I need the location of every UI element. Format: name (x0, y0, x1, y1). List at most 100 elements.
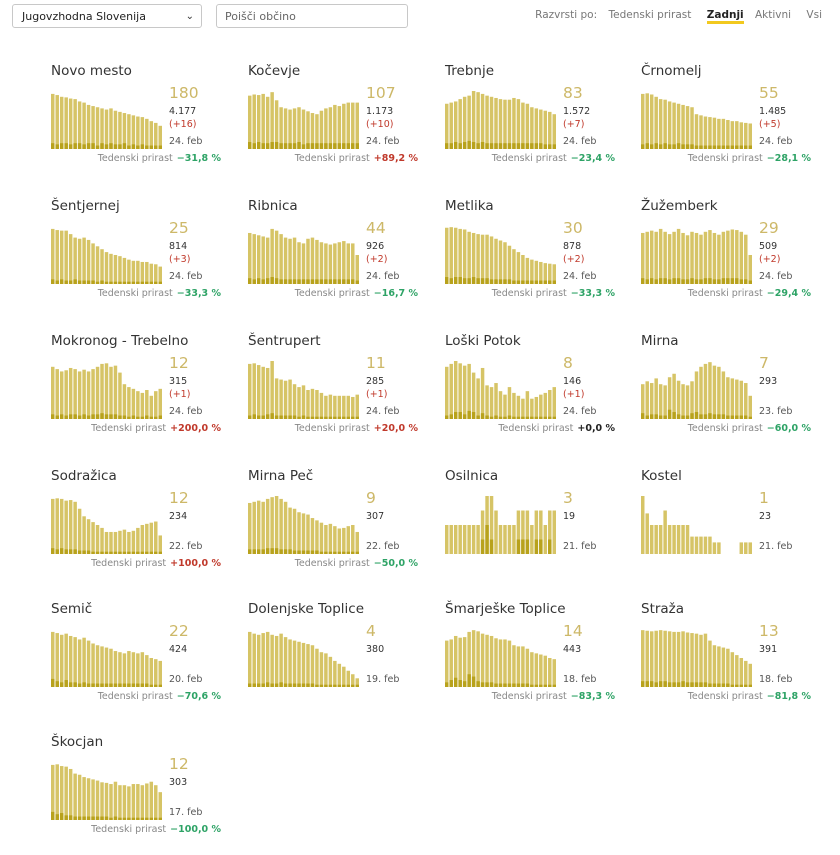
history-bar (744, 383, 748, 419)
municipality-card[interactable]: Kočevje 107 1.173 (+10) 24. feb Tedenski prir… (248, 63, 418, 181)
history-bar (748, 395, 752, 419)
municipality-card[interactable]: Sodražica 12 234 22. feb Tedenski prirast +10… (51, 468, 221, 586)
sort-option-active[interactable]: Aktivni (754, 9, 792, 21)
municipality-card[interactable]: Metlika 30 878 (+2) 24. feb Tedenski prirast −… (445, 198, 615, 316)
history-bar (534, 108, 539, 149)
active-cases-value: 14 (563, 622, 583, 640)
new-cases-bar (127, 817, 131, 820)
history-bar (543, 110, 548, 149)
municipality-card[interactable]: Mirna Peč 9 307 22. feb Tedenski prirast −50,… (248, 468, 418, 586)
municipality-card[interactable]: Žužemberk 29 509 (+2) 24. feb Tedenski priras… (641, 198, 811, 316)
new-cases-bar (113, 281, 118, 284)
weekly-growth-value: −23,4 % (570, 153, 615, 164)
municipality-card[interactable]: Šentjernej 25 814 (+3) 24. feb Tedenski prira… (51, 198, 221, 316)
new-cases-bar (744, 145, 748, 149)
weekly-growth-value: −31,8 % (176, 153, 221, 164)
history-bar (342, 666, 346, 687)
new-cases-bar (86, 143, 91, 149)
new-cases-bar (694, 412, 699, 419)
total-cases-value: 146 (563, 376, 582, 387)
new-cases-bar (158, 415, 162, 419)
new-cases-bar (333, 684, 337, 687)
municipality-card[interactable]: Šentrupert 11 285 (+1) 24. feb Tedenski prira… (248, 333, 418, 451)
new-cases-bar (265, 143, 270, 149)
weekly-growth: Tedenski prirast +0,0 % (498, 423, 615, 434)
sort-option-latest[interactable]: Zadnji (706, 9, 744, 24)
municipality-card[interactable]: Ribnica 44 926 (+2) 24. feb Tedenski prirast −… (248, 198, 418, 316)
new-cases-bar (109, 817, 113, 820)
new-cases-bar (86, 415, 91, 419)
history-bar (672, 102, 676, 149)
municipality-search-input[interactable] (216, 4, 408, 28)
history-bar (543, 525, 548, 554)
municipality-name: Trebnje (445, 63, 495, 79)
history-bar (333, 660, 337, 687)
new-cases-bar (306, 550, 310, 554)
new-cases-bar (489, 143, 494, 149)
new-cases-bar (449, 143, 453, 149)
case-history-bar-chart (51, 498, 162, 554)
municipality-card[interactable]: Šmarješke Toplice 14 443 18. feb Tedenski pr… (445, 601, 615, 719)
weekly-growth-value: −28,1 % (766, 153, 811, 164)
new-cases-bar (51, 678, 55, 687)
new-cases-bar (641, 278, 645, 284)
new-cases-bar (73, 549, 77, 554)
history-bar (100, 108, 104, 149)
history-bar (445, 525, 449, 554)
history-bar (337, 106, 342, 149)
new-cases-bar (480, 413, 485, 419)
active-cases-value: 1 (759, 489, 769, 507)
new-cases-bar (507, 279, 512, 284)
history-bar (735, 655, 739, 687)
sort-option-all[interactable]: Vsi (806, 9, 822, 21)
weekly-growth: Tedenski prirast −23,4 % (492, 153, 615, 164)
municipality-card[interactable]: Novo mesto 180 4.177 (+16) 24. feb Tedenski p… (51, 63, 221, 181)
municipality-card[interactable]: Loški Potok 8 146 (+1) 24. feb Tedenski prira… (445, 333, 615, 451)
new-cases-bar (735, 684, 739, 687)
new-cases-bar (489, 539, 494, 554)
history-bar (462, 229, 467, 284)
new-cases-bar (525, 683, 530, 687)
history-bar (453, 227, 458, 284)
history-bar (122, 785, 127, 820)
new-cases-bar (342, 143, 346, 149)
municipality-card[interactable]: Straža 13 391 18. feb Tedenski prirast −81,8 … (641, 601, 811, 719)
new-cases-bar (104, 816, 109, 820)
sort-option-weekly[interactable]: Tedenski prirast (608, 9, 692, 21)
active-cases-value: 3 (563, 489, 573, 507)
municipality-card[interactable]: Mokronog - Trebelno 12 315 (+1) 24. feb Teden… (51, 333, 221, 451)
history-bar (489, 635, 494, 687)
municipality-card[interactable]: Črnomelj 55 1.485 (+5) 24. feb Tedenski prira… (641, 63, 811, 181)
last-update-date: 24. feb (759, 271, 793, 282)
municipality-card[interactable]: Škocjan 12 303 17. feb Tedenski prirast −100,… (51, 734, 221, 852)
municipality-card[interactable]: Semič 22 424 20. feb Tedenski prirast −70,6 % (51, 601, 221, 719)
history-bar (494, 97, 498, 149)
history-bar (136, 260, 140, 284)
municipality-card[interactable]: Trebnje 83 1.572 (+7) 24. feb Tedenski priras… (445, 63, 615, 181)
new-cases-bar (154, 684, 158, 687)
municipality-name: Šentrupert (248, 333, 321, 349)
new-cases-bar (131, 817, 136, 820)
new-cases-bar (525, 280, 530, 284)
history-bar (471, 91, 476, 149)
history-bar (694, 114, 699, 149)
history-bar (512, 645, 516, 687)
history-bar (721, 118, 726, 149)
new-cases-bar (717, 279, 721, 284)
new-cases-bar (140, 144, 145, 149)
history-bar (503, 99, 507, 149)
new-cases-bar (681, 681, 685, 687)
new-cases-bar (73, 682, 77, 687)
history-bar (494, 638, 498, 687)
history-bar (708, 230, 712, 284)
region-select[interactable]: Jugovzhodna Slovenija ⌄ (12, 4, 202, 28)
history-bar (270, 92, 274, 149)
municipality-card[interactable]: Mirna 7 293 23. feb Tedenski prirast −60,0 % (641, 333, 811, 451)
history-bar (131, 530, 136, 554)
history-bar (104, 531, 109, 554)
new-cases-bar (252, 683, 256, 687)
history-bar (641, 232, 645, 284)
